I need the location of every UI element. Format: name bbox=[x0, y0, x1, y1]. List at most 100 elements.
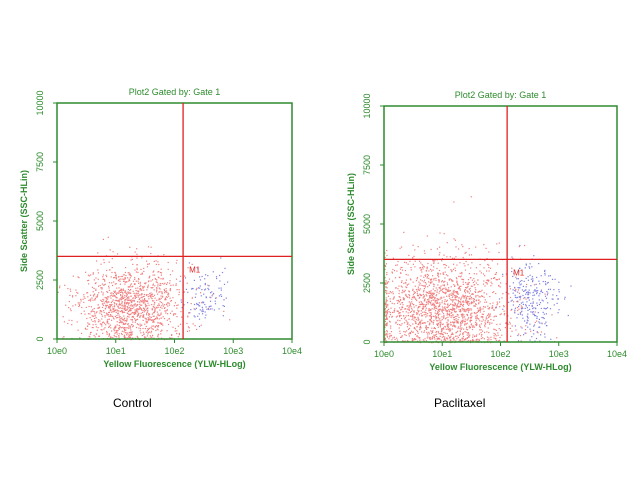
event-dot bbox=[461, 301, 464, 303]
event-dot bbox=[100, 310, 102, 312]
event-dot bbox=[121, 310, 124, 313]
event-dot bbox=[108, 287, 110, 289]
event-dot bbox=[136, 323, 138, 325]
event-dot bbox=[180, 299, 182, 301]
event-dot bbox=[526, 301, 528, 303]
event-dot bbox=[384, 252, 386, 254]
event-dot bbox=[526, 322, 528, 324]
event-dot bbox=[401, 308, 403, 310]
event-dot bbox=[458, 309, 460, 311]
event-dot bbox=[119, 307, 122, 309]
event-dot bbox=[516, 300, 518, 303]
event-dot bbox=[136, 319, 138, 321]
event-dot bbox=[443, 307, 445, 309]
event-dot bbox=[457, 288, 459, 290]
event-dot bbox=[106, 314, 108, 316]
event-dot bbox=[197, 287, 200, 289]
event-dot bbox=[412, 289, 414, 291]
event-dot bbox=[417, 324, 419, 326]
event-dot bbox=[135, 287, 137, 289]
event-dot bbox=[101, 315, 103, 317]
event-dot bbox=[149, 313, 151, 315]
event-dot bbox=[125, 275, 127, 277]
event-dot bbox=[515, 276, 517, 278]
event-dot bbox=[191, 297, 193, 299]
event-dot bbox=[419, 325, 421, 327]
event-dot bbox=[520, 308, 523, 310]
event-dot bbox=[409, 303, 411, 305]
event-dot bbox=[128, 307, 130, 309]
event-dot bbox=[517, 313, 519, 315]
event-dot bbox=[417, 331, 419, 333]
event-dot bbox=[131, 258, 133, 260]
event-dot bbox=[394, 338, 396, 340]
event-dot bbox=[136, 336, 139, 338]
event-dot bbox=[437, 317, 439, 319]
event-dot bbox=[117, 280, 120, 282]
event-dot bbox=[119, 280, 121, 282]
event-dot bbox=[440, 333, 442, 335]
event-dot bbox=[78, 305, 80, 308]
event-dot bbox=[468, 304, 470, 306]
event-dot bbox=[90, 298, 92, 300]
event-dot bbox=[216, 277, 218, 280]
event-dot bbox=[451, 332, 453, 334]
event-dot bbox=[198, 325, 201, 328]
event-dot bbox=[462, 334, 464, 336]
event-dot bbox=[154, 302, 156, 304]
event-dot bbox=[399, 296, 401, 298]
event-dot bbox=[406, 286, 408, 289]
event-dot bbox=[128, 314, 130, 316]
event-dot bbox=[535, 290, 538, 292]
event-dot bbox=[483, 338, 485, 340]
event-dot bbox=[429, 319, 431, 321]
event-dot bbox=[386, 317, 388, 319]
event-dot bbox=[105, 301, 108, 303]
event-dot bbox=[454, 267, 456, 269]
event-dot bbox=[115, 276, 117, 278]
event-dot bbox=[463, 316, 466, 318]
event-dot bbox=[89, 336, 91, 338]
event-dot bbox=[143, 334, 145, 336]
event-dot bbox=[452, 321, 454, 324]
event-dot bbox=[433, 327, 435, 329]
event-dot bbox=[121, 317, 123, 319]
event-dot bbox=[425, 304, 428, 306]
event-dot bbox=[421, 307, 423, 309]
event-dot bbox=[210, 297, 212, 299]
event-dot bbox=[533, 307, 535, 309]
event-dot bbox=[404, 340, 406, 342]
event-dot bbox=[385, 286, 387, 288]
event-dot bbox=[523, 290, 525, 292]
event-dot bbox=[121, 310, 123, 312]
event-dot bbox=[453, 238, 455, 240]
event-dot bbox=[448, 328, 450, 330]
event-dot bbox=[108, 323, 110, 325]
event-dot bbox=[386, 335, 388, 337]
event-dot bbox=[472, 334, 474, 336]
event-dot bbox=[465, 331, 467, 333]
y-tick-label: 7500 bbox=[362, 155, 372, 175]
event-dot bbox=[436, 267, 438, 270]
event-dot bbox=[159, 291, 161, 293]
event-dot bbox=[524, 244, 526, 247]
event-dot bbox=[139, 281, 141, 283]
event-dot bbox=[163, 254, 165, 256]
event-dot bbox=[407, 296, 409, 298]
event-dot bbox=[471, 328, 474, 331]
event-dot bbox=[540, 291, 542, 293]
event-dot bbox=[426, 295, 428, 297]
event-dot bbox=[143, 286, 145, 288]
event-dot bbox=[121, 333, 123, 336]
event-dot bbox=[132, 326, 134, 328]
event-dot bbox=[446, 321, 448, 324]
event-dot bbox=[173, 314, 175, 316]
event-dot bbox=[491, 283, 493, 285]
event-dot bbox=[439, 232, 441, 234]
event-dot bbox=[464, 290, 466, 292]
event-dot bbox=[148, 276, 151, 278]
event-dot bbox=[401, 246, 403, 248]
event-dot bbox=[482, 295, 484, 297]
event-dot bbox=[414, 249, 416, 251]
event-dot bbox=[470, 285, 472, 287]
